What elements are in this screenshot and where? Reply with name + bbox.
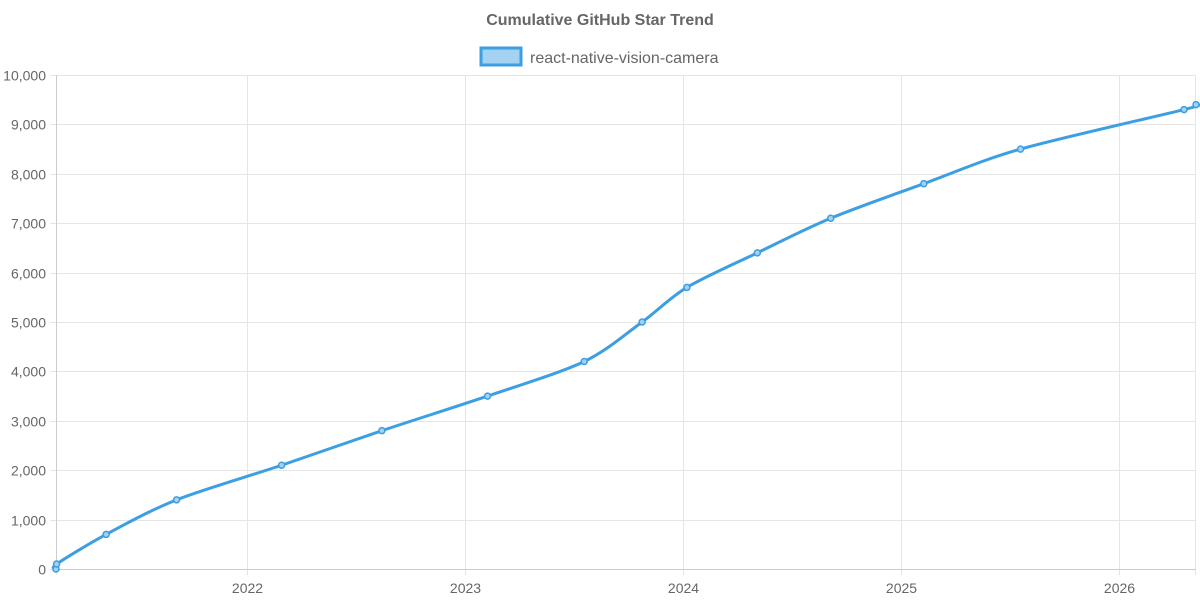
grid (56, 75, 1196, 575)
data-point[interactable] (277, 461, 286, 470)
y-tick-label: 5,000 (11, 315, 46, 331)
y-tick-label: 3,000 (11, 414, 46, 430)
y-tick-label: 2,000 (11, 463, 46, 479)
legend-swatch[interactable] (479, 46, 523, 67)
x-tick-label: 2023 (450, 580, 481, 596)
x-tick-label: 2025 (886, 580, 917, 596)
data-point[interactable] (580, 357, 588, 366)
axes (56, 75, 1196, 570)
data-point[interactable] (1180, 105, 1188, 114)
chart-title: Cumulative GitHub Star Trend (486, 12, 714, 29)
y-tick-label: 9,000 (11, 117, 46, 133)
x-tick-label: 2022 (232, 580, 263, 596)
data-point[interactable] (378, 426, 386, 435)
x-tick-label: 2024 (668, 580, 699, 596)
y-tick-label: 1,000 (11, 513, 46, 529)
data-point[interactable] (172, 496, 181, 504)
legend[interactable]: react-native-vision-camera (479, 46, 719, 67)
x-axis-ticks: 2022 2023 2024 2025 2026 (232, 580, 1135, 596)
series-react-native-vision-camera (51, 100, 1200, 573)
data-point[interactable] (683, 283, 691, 292)
data-point[interactable] (920, 179, 928, 188)
data-point[interactable] (753, 249, 762, 257)
y-tick-label: 7,000 (11, 216, 46, 232)
data-point[interactable] (52, 560, 61, 568)
y-tick-label: 4,000 (11, 364, 46, 380)
data-point[interactable] (1016, 145, 1025, 153)
y-tick-label: 8,000 (11, 167, 46, 183)
legend-label[interactable]: react-native-vision-camera (530, 50, 719, 67)
y-tick-label: 0 (38, 562, 46, 578)
series-line (51, 103, 1200, 571)
y-tick-label: 6,000 (11, 266, 46, 282)
y-tick-label: 10,000 (3, 68, 46, 84)
y-axis-ticks: 0 1,000 2,000 3,000 4,000 5,000 6,000 7,000 8,00… (3, 68, 56, 578)
data-point[interactable] (102, 530, 110, 539)
data-point[interactable] (483, 392, 492, 400)
data-point[interactable] (826, 214, 835, 223)
data-point[interactable] (1192, 100, 1200, 109)
data-point[interactable] (638, 318, 646, 326)
x-tick-label: 2026 (1104, 580, 1135, 596)
